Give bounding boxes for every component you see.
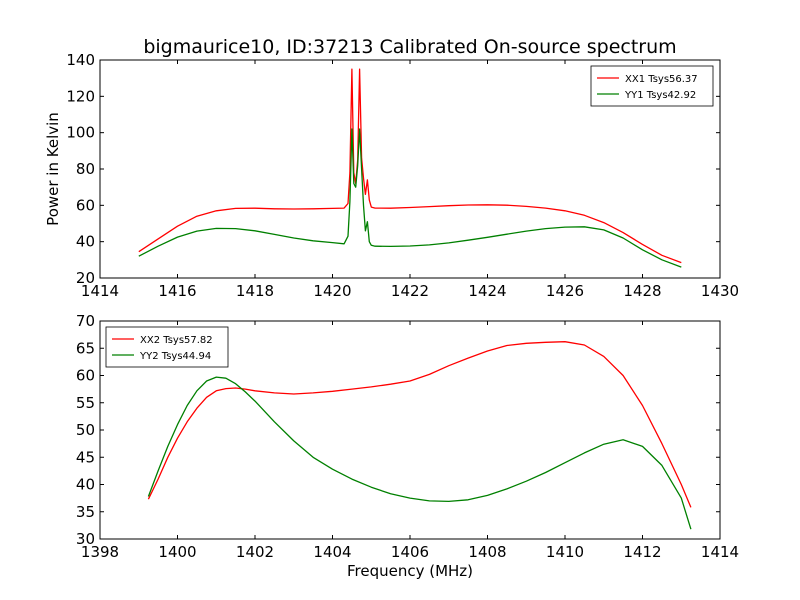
x-tick-label-0-1: 1416 xyxy=(158,282,196,300)
x-tick-label-0-8: 1430 xyxy=(701,282,739,300)
legend-box-0 xyxy=(590,65,714,107)
x-tick-label-0-0: 1414 xyxy=(81,282,119,300)
y-tick-label-0-5: 120 xyxy=(66,87,95,105)
y-tick-label-0-2: 60 xyxy=(76,196,95,214)
chart-title: bigmaurice10, ID:37213 Calibrated On-sou… xyxy=(143,36,676,58)
bottom-chart: 1398 1400 1402 1404 1406 1408 1410 1412 1414 30 35… xyxy=(76,312,739,580)
y-tick-label-1-8: 70 xyxy=(76,312,95,330)
x-tick-label-0-6: 1426 xyxy=(546,282,584,300)
series-line-0-0 xyxy=(138,68,682,264)
x-tick-label-1-6: 1410 xyxy=(546,543,584,561)
legend-label-1-1: YY2 Tsys44.94 xyxy=(139,351,211,362)
x-tick-label-0-2: 1418 xyxy=(236,282,274,300)
y-tick-label-0-3: 80 xyxy=(76,160,95,178)
y-axis-label-0: Power in Kelvin xyxy=(44,112,62,226)
y-tick-label-1-6: 60 xyxy=(76,367,95,385)
x-tick-label-0-7: 1428 xyxy=(623,282,661,300)
legend-label-0-1: YY1 Tsys42.92 xyxy=(624,90,696,101)
x-tick-label-1-4: 1406 xyxy=(391,543,429,561)
legend-0: XX1 Tsys56.37 YY1 Tsys42.92 xyxy=(590,65,714,107)
series-line-0-1 xyxy=(138,128,682,268)
legend-label-1-0: XX2 Tsys57.82 xyxy=(140,335,213,346)
x-tick-label-1-3: 1404 xyxy=(313,543,351,561)
y-tick-label-1-7: 65 xyxy=(76,339,95,357)
series-line-1-0 xyxy=(147,341,692,508)
x-tick-label-1-0: 1398 xyxy=(81,543,119,561)
x-tick-label-1-8: 1414 xyxy=(701,543,739,561)
y-tick-label-1-2: 40 xyxy=(76,476,95,494)
x-tick-label-1-5: 1408 xyxy=(468,543,506,561)
y-tick-label-0-6: 140 xyxy=(66,51,95,69)
legend-label-0-0: XX1 Tsys56.37 xyxy=(625,74,698,85)
x-tick-label-1-2: 1402 xyxy=(236,543,274,561)
legend-box-1 xyxy=(105,326,229,368)
x-tick-label-1-7: 1412 xyxy=(623,543,661,561)
y-tick-label-1-0: 30 xyxy=(76,530,95,548)
top-chart: 1414 1416 1418 1420 1422 1424 1426 1428 1430 20 40… xyxy=(44,51,739,300)
x-tick-label-0-3: 1420 xyxy=(313,282,351,300)
y-tick-label-1-1: 35 xyxy=(76,503,95,521)
y-tick-label-0-1: 40 xyxy=(76,233,95,251)
x-tick-label-0-5: 1424 xyxy=(468,282,506,300)
y-tick-label-0-0: 20 xyxy=(76,269,95,287)
x-axis-label-1: Frequency (MHz) xyxy=(347,562,473,580)
series-line-1-1 xyxy=(147,376,692,530)
y-tick-label-1-4: 50 xyxy=(76,421,95,439)
y-tick-label-0-4: 100 xyxy=(66,124,95,142)
x-tick-label-0-4: 1422 xyxy=(391,282,429,300)
y-tick-label-1-3: 45 xyxy=(76,448,95,466)
legend-1: XX2 Tsys57.82 YY2 Tsys44.94 xyxy=(105,326,229,368)
x-tick-label-1-1: 1400 xyxy=(158,543,196,561)
y-tick-label-1-5: 55 xyxy=(76,394,95,412)
